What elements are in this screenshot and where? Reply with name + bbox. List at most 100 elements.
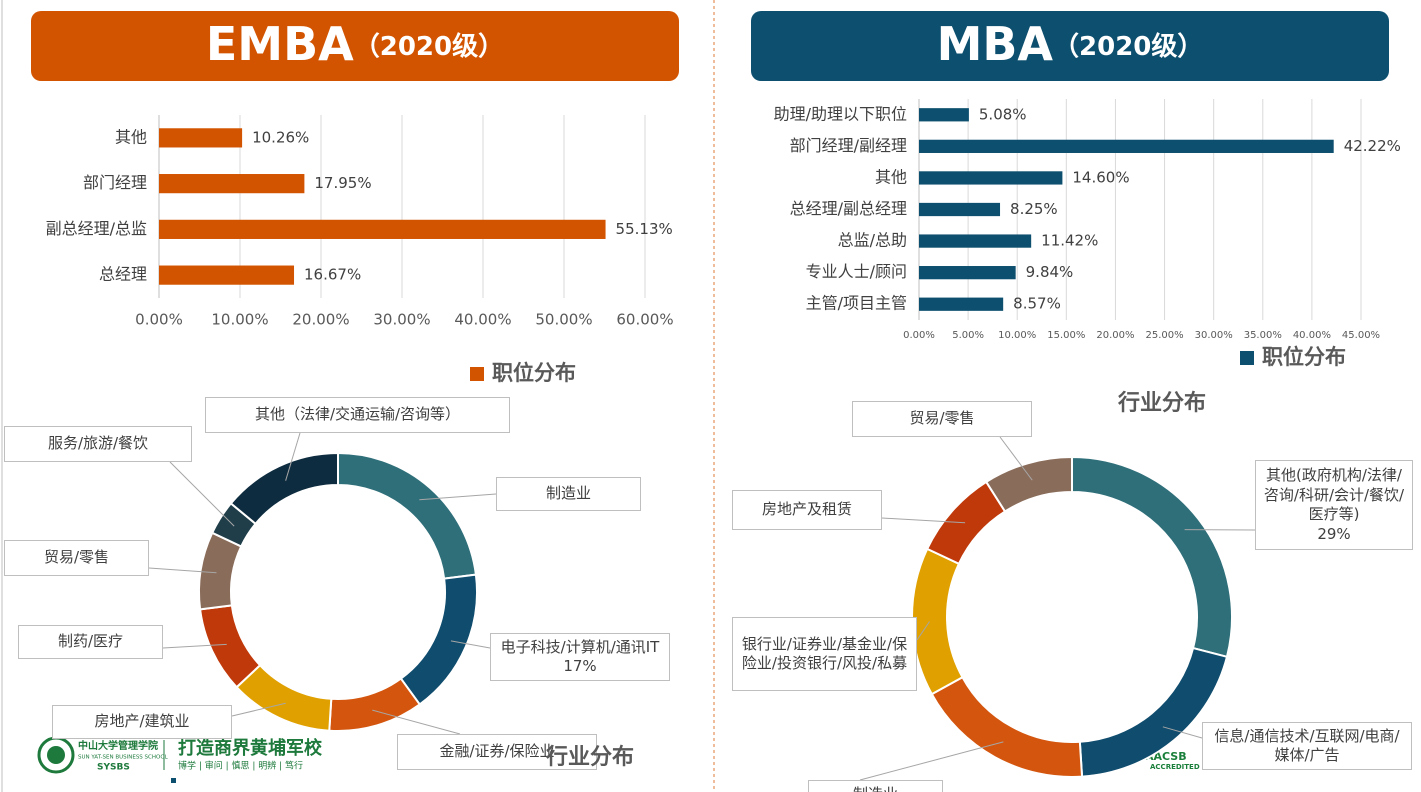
category-label: 总监/总助: [838, 231, 907, 250]
x-tick-label: 40.00%: [1293, 330, 1331, 341]
category-label: 贸易/零售: [43, 548, 110, 567]
school-abbr: SYSBS: [97, 763, 130, 773]
category-label: 金融/证券/保险业: [439, 742, 555, 761]
bar: [919, 202, 1001, 217]
banner: [751, 11, 1389, 81]
callout: 服务/旅游/餐饮: [4, 426, 192, 462]
donut-segment: [911, 547, 964, 696]
bar: [919, 139, 1334, 153]
category-label: 制造业: [545, 484, 591, 503]
donut-segment: [399, 573, 478, 706]
x-tick-label: 40.00%: [454, 311, 511, 329]
callout: 房地产/建筑业: [52, 705, 232, 739]
leader-line: [916, 621, 930, 641]
callout: 其他（法律/交通运输/咨询等）: [205, 397, 510, 433]
bar: [919, 266, 1016, 280]
category-label: 制药/医疗: [57, 632, 124, 651]
callout-box: 房地产/建筑业: [52, 705, 232, 739]
x-tick-label: 45.00%: [1342, 330, 1380, 341]
bar: [159, 128, 243, 148]
callout-box: 制造业: [808, 780, 943, 792]
callout: 信息/通信技术/互联网/电商/媒体/广告: [1202, 722, 1412, 770]
category-label: 总经理/副总经理: [790, 199, 907, 218]
value-label: 9.84%: [1026, 263, 1074, 281]
motto: 博学 | 审问 | 慎思 | 明辨 | 笃行: [178, 760, 303, 772]
callout-box: 电子科技/计算机/通讯IT 17%: [490, 633, 670, 681]
callout: 制药/医疗: [18, 625, 163, 659]
bar: [159, 219, 606, 239]
callout-box: 贸易/零售: [4, 540, 149, 576]
category-label: 主管/项目主管: [806, 294, 907, 313]
category-label: 助理/助理以下职位: [774, 104, 907, 123]
value-label: 8.57%: [1013, 295, 1061, 313]
x-tick-label: 0.00%: [135, 311, 183, 329]
x-tick-label: 25.00%: [1145, 330, 1183, 341]
donut-segment: [984, 455, 1073, 513]
callout: 房地产及租赁: [732, 490, 882, 530]
leader-line: [419, 493, 497, 501]
bar: [159, 174, 305, 194]
bar: [919, 108, 969, 122]
callout-box: 金融/证券/保险业: [397, 734, 597, 770]
category-label: 部门经理/副经理: [790, 136, 907, 155]
x-tick-label: 10.00%: [998, 330, 1036, 341]
leader-line: [372, 709, 461, 735]
chart-title: 行业分布: [1117, 390, 1206, 416]
chart-title: 行业分布: [545, 744, 634, 770]
callout: 制造业: [496, 477, 641, 511]
x-tick-label: 5.00%: [952, 330, 984, 341]
banner-title: EMBA（2020级）: [206, 17, 504, 71]
banner-title: MBA（2020级）: [937, 17, 1204, 71]
x-tick-label: 15.00%: [1047, 330, 1085, 341]
category-label: 信息/通信技术/互联网/电商/媒体/广告: [1214, 726, 1400, 765]
leader-line: [162, 643, 227, 649]
category-label: 电子科技/计算机/通讯IT: [500, 637, 660, 656]
x-tick-label: 0.00%: [903, 330, 935, 341]
leader-line: [999, 436, 1033, 481]
school-name-en: SUN YAT-SEN BUSINESS SCHOOL: [78, 755, 169, 761]
category-label: 其他（法律/交通运输/咨询等）: [254, 405, 461, 424]
callout-box: 制造业: [496, 477, 641, 511]
callout-box: 贸易/零售: [852, 401, 1032, 437]
legend-label: 职位分布: [1262, 345, 1346, 369]
donut-segment: [337, 451, 478, 580]
category-label: 房地产及租赁: [761, 500, 852, 519]
value-label: 14.60%: [1072, 168, 1129, 186]
callout-box: 其他（法律/交通运输/咨询等）: [205, 397, 510, 433]
value-label: 16.67%: [304, 266, 361, 284]
category-label: 其他: [115, 127, 147, 146]
donut-segment: [198, 604, 262, 689]
x-tick-label: 10.00%: [211, 311, 268, 329]
legend-label: 职位分布: [492, 361, 576, 385]
leader-line: [450, 640, 491, 649]
leader-line: [1162, 726, 1203, 739]
category-label: 银行业/证券业/基金业/保险业/投资银行/风投/私募: [741, 634, 908, 673]
category-label: 制造业: [853, 785, 898, 792]
category-label: 其他: [875, 167, 907, 186]
x-tick-label: 30.00%: [373, 311, 430, 329]
x-tick-label: 20.00%: [1096, 330, 1134, 341]
value-label: 17.95%: [314, 174, 371, 192]
donut-segment: [930, 675, 1084, 778]
callout-box: 服务/旅游/餐饮: [4, 426, 192, 462]
callout-box: 其他(政府机构/法律/咨询/科研/会计/餐饮/医疗等) 29%: [1255, 460, 1413, 550]
value-label: 5.08%: [979, 105, 1027, 123]
category-label: 总经理: [99, 265, 147, 284]
panel-subtitle: （2020级）: [1053, 31, 1203, 62]
callout-box: 银行业/证券业/基金业/保险业/投资银行/风投/私募: [732, 617, 917, 691]
value-label: 17%: [563, 657, 597, 675]
category-label: 其他(政府机构/法律/咨询/科研/会计/餐饮/医疗等): [1263, 466, 1405, 523]
x-tick-label: 20.00%: [292, 311, 349, 329]
legend-swatch: [1240, 351, 1254, 365]
panel-title: EMBA: [206, 17, 354, 71]
callout: 其他(政府机构/法律/咨询/科研/会计/餐饮/医疗等)29%: [1255, 460, 1413, 550]
value-label: 42.22%: [1344, 137, 1401, 155]
value-label: 8.25%: [1010, 200, 1058, 218]
callout: 银行业/证券业/基金业/保险业/投资银行/风投/私募: [732, 617, 917, 691]
category-label: 部门经理: [83, 173, 147, 192]
value-label: 29%: [1317, 524, 1351, 543]
panel-subtitle: （2020级）: [354, 31, 504, 62]
leader-line: [285, 432, 301, 481]
